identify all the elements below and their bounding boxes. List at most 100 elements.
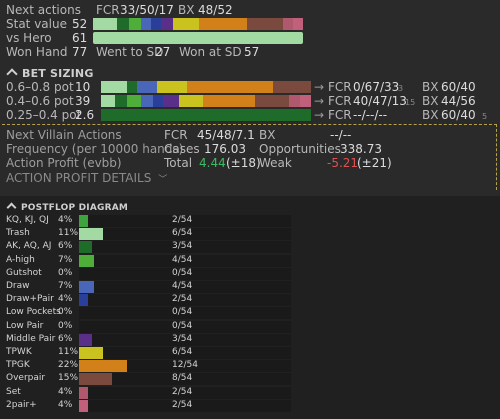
diagram-row-fill xyxy=(79,399,88,412)
bet-fcr-value: 40/47/13 xyxy=(353,94,407,108)
diagram-row[interactable]: Draw+Pair 4% 2/54 xyxy=(0,293,500,307)
diagram-row[interactable]: AK, AQ, AJ 6% 3/54 xyxy=(0,240,500,254)
went-sd-value: 27 xyxy=(155,45,171,59)
diagram-row-fill xyxy=(79,228,103,241)
diagram-row[interactable]: Trash 11% 6/54 xyxy=(0,227,500,241)
chevron-up-icon xyxy=(6,202,17,213)
diagram-row-track: 3/54 xyxy=(79,241,291,254)
diagram-row[interactable]: Low Pockets 0% 0/54 xyxy=(0,306,500,320)
diagram-row-fill xyxy=(79,294,88,307)
diagram-row-count: 2/54 xyxy=(172,399,193,410)
diagram-row-fill xyxy=(79,373,112,386)
diagram-row[interactable]: TPWK 11% 6/54 xyxy=(0,346,500,360)
vs-hero-value: 61 xyxy=(72,31,88,45)
opportunities-label: Opportunities xyxy=(259,142,341,156)
diagram-row-fill xyxy=(79,333,92,346)
total-ci: (±18) xyxy=(226,156,261,170)
diagram-row-count: 8/54 xyxy=(172,373,193,384)
postflop-header[interactable]: POSTFLOP DIAGRAM xyxy=(6,202,128,213)
diagram-row-track: 3/54 xyxy=(79,333,291,346)
villain-bx-label: BX xyxy=(259,128,276,142)
diagram-row-percent: 0% xyxy=(58,320,73,331)
diagram-row-fill xyxy=(79,215,88,227)
diagram-row[interactable]: Overpair 15% 8/54 xyxy=(0,372,500,386)
diagram-row-percent: 7% xyxy=(58,254,73,265)
diagram-row-label: Low Pockets xyxy=(6,307,61,318)
diagram-row-track: 4/54 xyxy=(79,281,291,293)
action-profit-details-label: ACTION PROFIT DETAILS xyxy=(6,171,152,185)
diagram-row[interactable]: A-high 7% 4/54 xyxy=(0,254,500,268)
diagram-row-label: Gutshot xyxy=(6,267,42,278)
arrow-right-icon: → xyxy=(314,108,325,122)
total-value: 4.44 xyxy=(199,156,226,170)
diagram-row-percent: 7% xyxy=(58,281,73,291)
villain-actions-panel xyxy=(2,124,497,190)
diagram-row-track: 2/54 xyxy=(79,386,291,399)
villain-fcr-label: FCR xyxy=(164,128,188,142)
arrow-right-icon: → xyxy=(314,94,325,108)
diagram-row[interactable]: Middle Pair 6% 3/54 xyxy=(0,333,500,347)
villain-fcr-value: 45/48/7.1 xyxy=(197,128,255,142)
bet-fcr-sub: 3 xyxy=(398,84,404,93)
diagram-row-fill xyxy=(79,347,103,359)
bet-bx-sub: 5 xyxy=(482,112,488,121)
diagram-row-percent: 0% xyxy=(58,307,73,318)
action-profit-label: Action Profit (evbb) xyxy=(6,156,122,170)
diagram-row-track: 2/54 xyxy=(79,215,291,227)
diagram-row-label: AK, AQ, AJ xyxy=(6,241,52,252)
diagram-row[interactable]: Set 4% 2/54 xyxy=(0,386,500,400)
diagram-row-label: Overpair xyxy=(6,373,46,384)
next-fcr-label: FCR xyxy=(96,3,120,17)
bet-size-label: 0.4–0.6 pot xyxy=(6,94,74,108)
diagram-row-percent: 4% xyxy=(58,294,73,305)
diagram-row-fill xyxy=(79,386,88,399)
frequency-label: Frequency (per 10000 hands) xyxy=(6,142,184,156)
diagram-row-count: 2/54 xyxy=(172,294,193,305)
diagram-row-percent: 6% xyxy=(58,241,73,252)
diagram-row-track: 0/54 xyxy=(79,267,291,280)
vs-hero-label: vs Hero xyxy=(6,31,52,45)
diagram-row-label: TPGK xyxy=(6,360,30,371)
diagram-row-percent: 15% xyxy=(58,373,79,384)
total-label: Total xyxy=(164,156,193,170)
diagram-row-track: 2/54 xyxy=(79,399,291,412)
bet-bx-label: BX xyxy=(422,94,439,108)
chevron-down-icon: ﹀ xyxy=(158,175,168,185)
weak-ci: (±21) xyxy=(357,156,392,170)
diagram-row-percent: 22% xyxy=(58,360,79,371)
won-sd-value: 57 xyxy=(244,45,260,59)
bet-sizing-header[interactable]: BET SIZING xyxy=(6,67,94,80)
bet-size-count: 10 xyxy=(75,80,91,94)
diagram-row[interactable]: TPGK 22% 12/54 xyxy=(0,359,500,373)
weak-label: Weak xyxy=(259,156,292,170)
diagram-row[interactable]: Draw 7% 4/54 xyxy=(0,280,500,294)
diagram-row-label: Trash xyxy=(6,228,30,239)
diagram-row-count: 2/54 xyxy=(172,386,193,397)
action-profit-details-toggle[interactable]: ACTION PROFIT DETAILS ﹀ xyxy=(6,171,167,185)
stat-value-bar xyxy=(93,18,303,30)
diagram-row[interactable]: KQ, KJ, QJ 4% 2/54 xyxy=(0,214,500,228)
diagram-row-percent: 11% xyxy=(58,347,79,357)
bet-bx-label: BX xyxy=(422,80,439,94)
diagram-row-percent: 6% xyxy=(58,333,73,344)
bet-bx-label: BX xyxy=(422,108,439,122)
diagram-row-count: 4/54 xyxy=(172,254,193,265)
diagram-row[interactable]: Gutshot 0% 0/54 xyxy=(0,267,500,281)
next-actions-label: Next actions xyxy=(6,3,81,17)
stat-value-label: Stat value xyxy=(6,17,67,31)
diagram-row-track: 12/54 xyxy=(79,360,291,373)
diagram-row-count: 3/54 xyxy=(172,333,193,344)
bet-size-label: 0.6–0.8 pot xyxy=(6,80,74,94)
bet-size-count: 2.6 xyxy=(75,108,95,122)
diagram-row[interactable]: Low Pair 0% 0/54 xyxy=(0,320,500,334)
bet-size-bar xyxy=(101,95,311,107)
won-hand-value: 77 xyxy=(72,45,88,59)
diagram-row-percent: 4% xyxy=(58,399,73,410)
opportunities-value: 338.73 xyxy=(340,142,382,156)
diagram-row-fill xyxy=(79,281,94,293)
bet-fcr-label: FCR xyxy=(328,94,352,108)
diagram-row-label: Draw+Pair xyxy=(6,294,54,305)
diagram-row-count: 2/54 xyxy=(172,215,193,225)
diagram-row-label: Set xyxy=(6,386,21,397)
diagram-row[interactable]: 2pair+ 4% 2/54 xyxy=(0,399,500,413)
